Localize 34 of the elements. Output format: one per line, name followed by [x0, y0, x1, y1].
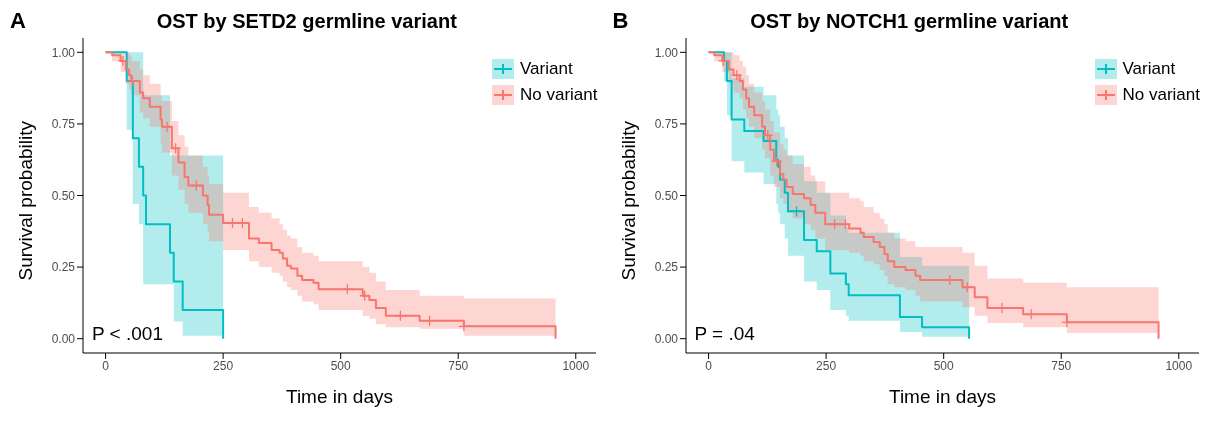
x-tick-label: 250	[815, 358, 836, 373]
x-tick-label: 0	[704, 358, 712, 373]
legend-label: No variant	[1122, 85, 1200, 105]
chart-title: OST by SETD2 germline variant	[156, 10, 457, 32]
y-tick-label: 0.00	[654, 331, 678, 346]
y-tick-label: 0.25	[654, 260, 678, 275]
x-tick-label: 1000	[562, 358, 590, 373]
legend-label: Variant	[520, 59, 573, 79]
y-tick-label: 0.75	[51, 117, 76, 132]
legend-label: No variant	[520, 85, 598, 105]
y-tick-label: 1.00	[654, 45, 678, 60]
x-tick-label: 0	[102, 358, 110, 373]
y-tick-label: 0.00	[51, 331, 76, 346]
y-tick-label: 0.25	[51, 260, 76, 275]
x-tick-label: 1000	[1164, 358, 1192, 373]
text: B	[612, 8, 629, 34]
x-tick-label: 500	[933, 358, 954, 373]
x-tick-label: 750	[1050, 358, 1072, 373]
y-tick-label: 0.50	[654, 188, 678, 203]
annotation: P < .001	[92, 323, 163, 345]
y-axis-title: Survival probability	[617, 120, 639, 281]
y-tick-label: 1.00	[51, 45, 76, 60]
y-tick-label: 0.75	[654, 117, 678, 132]
x-tick-label: 250	[213, 358, 234, 373]
chart-title: OST by NOTCH1 germline variant	[750, 10, 1069, 32]
y-tick-label: 0.50	[51, 188, 76, 203]
x-tick-label: 500	[330, 358, 352, 373]
x-axis-title: Time in days	[286, 386, 393, 407]
y-axis-title: Survival probability	[14, 120, 36, 281]
x-axis-title: Time in days	[888, 386, 996, 407]
x-tick-label: 750	[448, 358, 469, 373]
annotation: P = .04	[694, 323, 755, 345]
legend-label: Variant	[1122, 59, 1176, 79]
text: A	[10, 8, 26, 34]
